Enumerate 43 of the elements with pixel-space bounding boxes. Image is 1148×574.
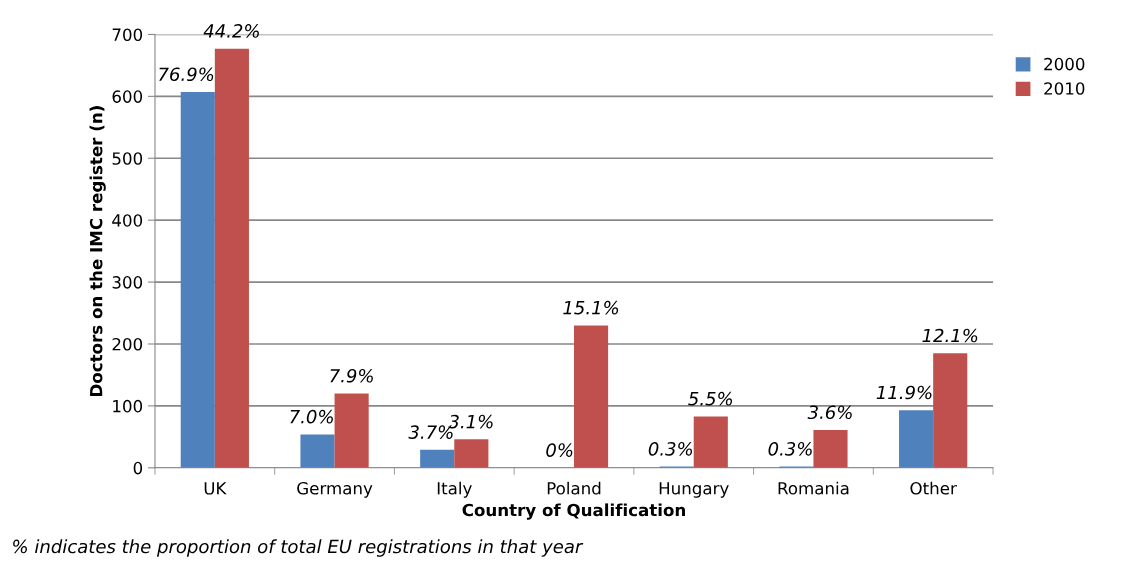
bar [693,416,728,468]
legend-label: 2000 [1044,57,1085,71]
bar [813,430,848,468]
y-tick-label: 0 [133,461,143,475]
bar [300,434,335,468]
annotation: 0.3% [648,441,693,456]
y-tick-label: 300 [112,276,143,289]
annotation: 12.1% [922,328,978,343]
y-tick-label: 100 [113,399,143,413]
annotation: 7.9% [330,368,373,383]
x-tick-label: Poland [547,481,601,495]
bar [933,353,968,468]
annotation: 7.0% [290,409,333,424]
x-tick-label: Other [910,481,957,495]
annotation: 0.3% [768,441,812,456]
x-tick-label: Italy [437,481,472,498]
y-tick-label: 500 [112,152,143,165]
annotation: 44.2% [203,24,259,38]
annotation: 15.1% [563,300,619,315]
bar [899,410,934,468]
x-tick-label: Hungary [659,482,729,498]
y-tick-label: 600 [112,90,143,103]
y-tick-label: 700 [112,28,143,42]
y-tick-label: 400 [112,214,143,227]
legend-label: 2010 [1044,82,1085,95]
bar [454,439,489,468]
bar [334,393,369,468]
x-tick-label: Germany [297,481,373,498]
annotation: 0% [546,443,573,457]
bar [214,48,249,468]
y-tick-label: 200 [112,337,143,351]
bar [180,92,215,468]
x-axis-title: Country of Qualification [462,503,685,520]
bar [420,449,455,468]
x-tick-label: Romania [778,481,849,495]
x-tick-label: UK [204,482,227,495]
annotation: 11.9% [876,385,932,400]
text: % indicates the proportion of total EU registrations in that year [13,539,584,557]
annotation: 76.9% [159,67,214,82]
bar [574,325,609,468]
annotation: 3.6% [807,405,852,420]
annotation: 5.5% [688,391,733,406]
y-axis-title: Doctors on the IMC register (n) [89,106,106,397]
